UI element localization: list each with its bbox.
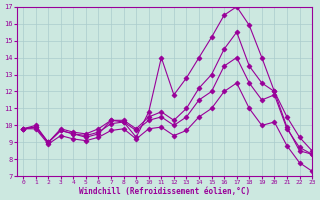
X-axis label: Windchill (Refroidissement éolien,°C): Windchill (Refroidissement éolien,°C) bbox=[79, 187, 250, 196]
